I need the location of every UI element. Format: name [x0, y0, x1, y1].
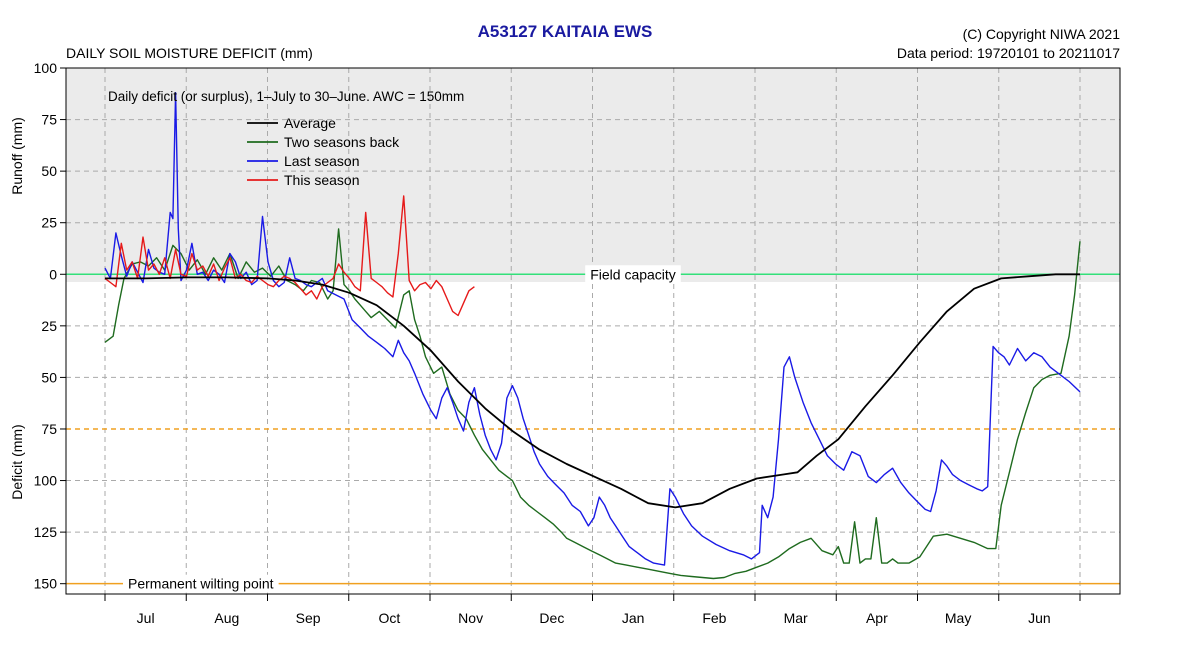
y-tick-label: 25 — [41, 318, 57, 334]
legend-label: Two seasons back — [284, 134, 400, 150]
legend: Average Two seasons back Last season This s… — [247, 115, 400, 188]
x-tick-label: Mar — [784, 610, 808, 626]
y-tick-label: 50 — [41, 163, 57, 179]
x-tick-label: Jul — [137, 610, 155, 626]
legend-label: Last season — [284, 153, 360, 169]
y-tick-label: 0 — [49, 266, 57, 282]
reference-label-background — [585, 265, 681, 284]
x-tick-label: Dec — [539, 610, 564, 626]
copyright-text: (C) Copyright NIWA 2021 — [962, 26, 1120, 42]
runoff-zone-background — [66, 68, 1120, 282]
series-line-two-seasons-back — [104, 228, 1081, 580]
y-tick-label: 75 — [41, 421, 57, 437]
reference-label-background — [123, 574, 279, 593]
x-tick-label: May — [945, 610, 971, 626]
y-tick-label: 125 — [34, 524, 58, 540]
x-tick-label: Apr — [866, 610, 888, 626]
series-line-this-season — [104, 195, 475, 317]
reference-line-label: Permanent wilting point — [128, 576, 274, 592]
x-tick-label: Aug — [214, 610, 239, 626]
reference-line-label: Field capacity — [590, 266, 676, 282]
x-axis: Jul Aug Sep Oct Nov Dec Jan Feb Mar Apr May Jun — [104, 594, 1081, 626]
chart-note: Daily deficit (or surplus), 1–July to 30… — [108, 89, 464, 104]
x-tick-label: Feb — [702, 610, 726, 626]
legend-label: This season — [284, 172, 359, 188]
runoff-axis-label: Runoff (mm) — [9, 117, 25, 195]
legend-label: Average — [284, 115, 336, 131]
y-axis: 100 75 50 25 0 25 50 75 100 125 150 — [34, 60, 66, 592]
data-period-text: Data period: 19720101 to 20211017 — [896, 45, 1120, 61]
x-tick-label: Jan — [622, 610, 645, 626]
series-group — [104, 92, 1081, 580]
y-tick-label: 100 — [34, 60, 58, 76]
x-tick-label: Sep — [296, 610, 321, 626]
y-tick-label: 50 — [41, 369, 57, 385]
deficit-axis-label: Deficit (mm) — [9, 424, 25, 499]
y-tick-label: 100 — [34, 473, 58, 489]
x-tick-label: Jun — [1028, 610, 1051, 626]
chart-subtitle: DAILY SOIL MOISTURE DEFICIT (mm) — [66, 45, 313, 61]
x-tick-label: Nov — [458, 610, 483, 626]
y-tick-label: 150 — [34, 576, 58, 592]
x-tick-label: Oct — [378, 610, 400, 626]
chart-title: A53127 KAITAIA EWS — [477, 22, 653, 41]
series-line-average — [105, 273, 1080, 509]
reference-lines: Field capacity Permanent wilting point — [66, 265, 1120, 593]
y-tick-label: 75 — [41, 112, 57, 128]
y-tick-label: 25 — [41, 215, 57, 231]
